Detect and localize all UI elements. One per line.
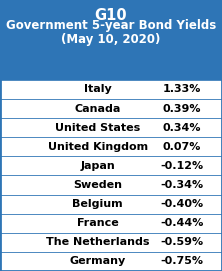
- Bar: [0, 99, 222, 118]
- Text: Belgium: Belgium: [72, 199, 123, 209]
- Text: France: France: [77, 218, 119, 228]
- Text: 1.33%: 1.33%: [163, 85, 201, 95]
- Text: 0.07%: 0.07%: [163, 142, 201, 152]
- Bar: [0, 214, 222, 233]
- Bar: [0, 252, 222, 271]
- Bar: [0, 137, 222, 156]
- Bar: [0, 156, 222, 176]
- Bar: [0, 118, 222, 137]
- Text: -0.40%: -0.40%: [161, 199, 204, 209]
- Text: 0.39%: 0.39%: [163, 104, 201, 114]
- Text: United States: United States: [55, 123, 140, 133]
- Text: Japan: Japan: [80, 161, 115, 171]
- Text: Italy: Italy: [84, 85, 111, 95]
- Text: Canada: Canada: [75, 104, 121, 114]
- Bar: [0, 195, 222, 214]
- Text: Sweden: Sweden: [73, 180, 122, 190]
- Text: -0.59%: -0.59%: [161, 237, 204, 247]
- Text: -0.12%: -0.12%: [161, 161, 204, 171]
- Text: Government 5-year Bond Yields: Government 5-year Bond Yields: [6, 19, 216, 32]
- Text: 0.34%: 0.34%: [163, 123, 201, 133]
- Text: Germany: Germany: [69, 256, 126, 266]
- Text: (May 10, 2020): (May 10, 2020): [61, 33, 161, 46]
- Text: The Netherlands: The Netherlands: [46, 237, 149, 247]
- Bar: [0, 0, 222, 80]
- Bar: [0, 176, 222, 195]
- Text: United Kingdom: United Kingdom: [48, 142, 148, 152]
- Text: G10: G10: [95, 8, 127, 22]
- Text: -0.34%: -0.34%: [161, 180, 204, 190]
- Bar: [0, 80, 222, 99]
- Bar: [0, 233, 222, 252]
- Text: -0.75%: -0.75%: [161, 256, 204, 266]
- Text: -0.44%: -0.44%: [160, 218, 204, 228]
